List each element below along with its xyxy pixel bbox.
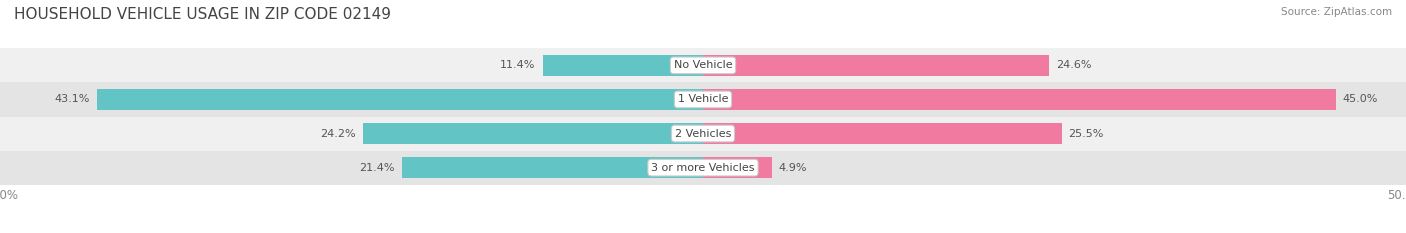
Text: 11.4%: 11.4% (501, 60, 536, 70)
FancyBboxPatch shape (0, 48, 1406, 82)
Bar (543, 55, 703, 76)
Text: 4.9%: 4.9% (779, 163, 807, 173)
Text: HOUSEHOLD VEHICLE USAGE IN ZIP CODE 02149: HOUSEHOLD VEHICLE USAGE IN ZIP CODE 0214… (14, 7, 391, 22)
Bar (703, 123, 1062, 144)
Text: 45.0%: 45.0% (1343, 94, 1378, 104)
Bar (703, 89, 1336, 110)
Bar (402, 157, 703, 178)
FancyBboxPatch shape (0, 82, 1406, 116)
Text: 43.1%: 43.1% (55, 94, 90, 104)
Bar (97, 89, 703, 110)
Text: 1 Vehicle: 1 Vehicle (678, 94, 728, 104)
Text: 21.4%: 21.4% (360, 163, 395, 173)
Bar (363, 123, 703, 144)
Text: No Vehicle: No Vehicle (673, 60, 733, 70)
Text: 3 or more Vehicles: 3 or more Vehicles (651, 163, 755, 173)
FancyBboxPatch shape (0, 151, 1406, 185)
Bar (703, 157, 772, 178)
FancyBboxPatch shape (0, 116, 1406, 151)
Text: 25.5%: 25.5% (1069, 129, 1104, 139)
Text: Source: ZipAtlas.com: Source: ZipAtlas.com (1281, 7, 1392, 17)
Text: 24.2%: 24.2% (321, 129, 356, 139)
Text: 2 Vehicles: 2 Vehicles (675, 129, 731, 139)
Text: 24.6%: 24.6% (1056, 60, 1091, 70)
Bar (703, 55, 1049, 76)
